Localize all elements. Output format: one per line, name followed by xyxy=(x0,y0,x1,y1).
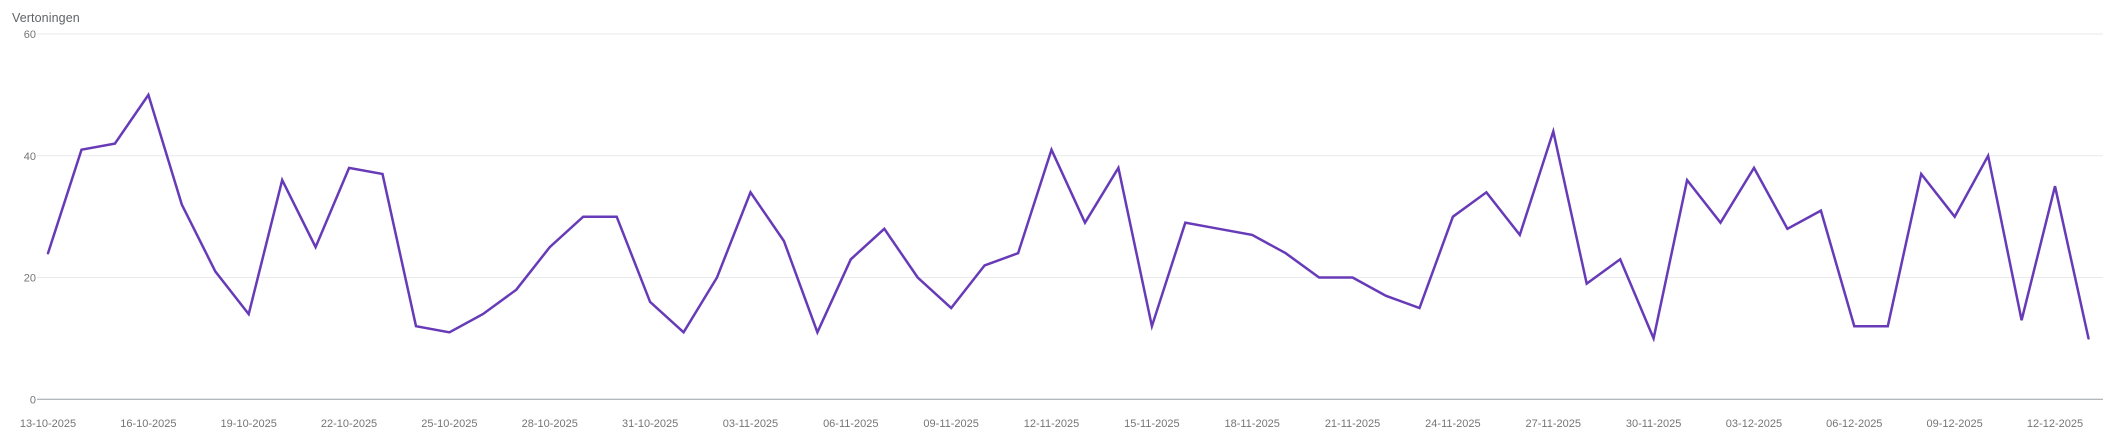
x-tick-label: 25-10-2025 xyxy=(421,418,477,430)
x-tick-label: 27-11-2025 xyxy=(1526,418,1581,430)
x-tick-label: 30-11-2025 xyxy=(1626,418,1681,430)
impressions-series-line[interactable] xyxy=(46,92,2090,343)
x-tick-label: 03-12-2025 xyxy=(1726,418,1782,430)
x-tick-label: 12-12-2025 xyxy=(2027,418,2083,430)
x-tick-label: 06-12-2025 xyxy=(1826,418,1882,430)
x-tick-label: 31-10-2025 xyxy=(622,418,678,430)
x-tick-label: 28-10-2025 xyxy=(522,418,578,430)
y-tick-label: 60 xyxy=(24,29,36,41)
y-tick-label: 0 xyxy=(30,394,36,406)
x-tick-label: 24-11-2025 xyxy=(1425,418,1480,430)
x-tick-label: 03-11-2025 xyxy=(723,418,778,430)
x-tick-label: 21-11-2025 xyxy=(1325,418,1380,430)
x-tick-label: 09-11-2025 xyxy=(923,418,978,430)
x-tick-label: 13-10-2025 xyxy=(20,418,76,430)
y-tick-label: 20 xyxy=(24,273,36,285)
x-tick-label: 09-12-2025 xyxy=(1927,418,1983,430)
x-tick-label: 12-11-2025 xyxy=(1024,418,1079,430)
chart-title: Vertoningen xyxy=(12,11,80,25)
x-tick-label: 16-10-2025 xyxy=(120,418,176,430)
x-tick-label: 06-11-2025 xyxy=(823,418,878,430)
x-tick-label: 15-11-2025 xyxy=(1124,418,1179,430)
x-tick-label: 18-11-2025 xyxy=(1224,418,1279,430)
x-tick-label: 19-10-2025 xyxy=(221,418,277,430)
x-tick-label: 22-10-2025 xyxy=(321,418,377,430)
y-tick-label: 40 xyxy=(24,151,36,163)
